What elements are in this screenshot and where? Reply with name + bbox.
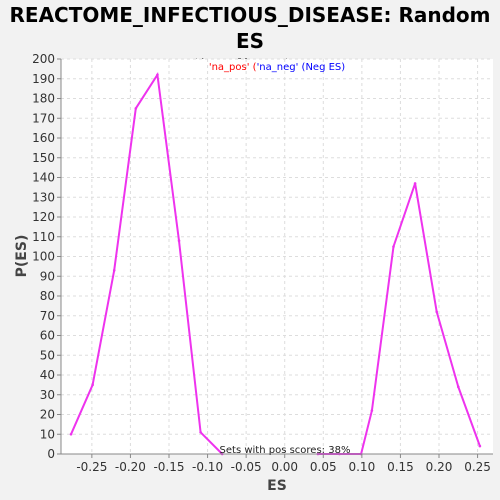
x-tick-label: -0.10: [192, 460, 223, 474]
y-tick-labels: 0 10 20 30 40 50 60 70 80 90 100 110 120 130 140 150 160…: [32, 52, 55, 461]
x-tick-label: 0.10: [348, 460, 375, 474]
x-tick-labels: -0.25 -0.20 -0.15 -0.10 -0.05 0.00 0.05 0.10 0.1…: [76, 460, 491, 474]
x-tick-label: -0.05: [231, 460, 262, 474]
y-tick-label: 20: [40, 408, 55, 422]
y-tick-label: 150: [32, 151, 55, 165]
data-point: [135, 107, 138, 110]
y-tick-label: 50: [40, 348, 55, 362]
legend-pos: 'na_pos': [209, 62, 250, 73]
y-tick-label: 120: [32, 210, 55, 224]
data-point: [457, 386, 460, 389]
y-tick-label: 10: [40, 427, 55, 441]
legend: 'na_pos' ('na_neg' (Neg ES): [209, 62, 345, 73]
y-tick-label: 100: [32, 250, 55, 264]
y-tick-label: 30: [40, 388, 55, 402]
data-point: [435, 311, 438, 314]
y-axis-label: P(ES): [14, 235, 30, 278]
x-tick-label: -0.20: [115, 460, 146, 474]
y-tick-label: 80: [40, 289, 55, 303]
pos-score-annotation: Sets with pos scores: 38%: [220, 445, 351, 456]
y-tick-label: 0: [47, 447, 55, 461]
x-tick-label: 0.05: [310, 460, 337, 474]
data-point: [156, 74, 159, 77]
y-tick-label: 60: [40, 329, 55, 343]
x-tick-label: -0.15: [153, 460, 184, 474]
data-point: [479, 445, 482, 448]
y-tick-label: 170: [32, 111, 55, 125]
data-point: [113, 269, 116, 272]
legend-neg: 'na_neg' (Neg ES): [257, 62, 346, 73]
y-tick-label: 90: [40, 269, 55, 283]
data-point: [199, 431, 202, 434]
y-tick-label: 200: [32, 52, 55, 66]
y-tick-label: 130: [32, 190, 55, 204]
data-point: [70, 433, 73, 436]
x-tick-label: 0.00: [271, 460, 298, 474]
y-tick-label: 180: [32, 92, 55, 106]
x-tick-label: -0.25: [76, 460, 107, 474]
data-point: [178, 239, 181, 242]
x-tick-label: 0.20: [426, 460, 453, 474]
data-point: [392, 245, 395, 248]
x-axis-label: ES: [267, 478, 287, 494]
data-point: [414, 182, 417, 185]
y-tick-label: 70: [40, 309, 55, 323]
legend-sep: (: [249, 62, 256, 73]
data-point: [371, 409, 374, 412]
y-tick-label: 160: [32, 131, 55, 145]
data-point: [91, 384, 94, 387]
y-tick-label: 190: [32, 72, 55, 86]
y-tick-label: 40: [40, 368, 55, 382]
y-tick-label: 110: [32, 230, 55, 244]
x-tick-label: 0.25: [464, 460, 491, 474]
x-tick-label: 0.15: [387, 460, 414, 474]
y-tick-label: 140: [32, 171, 55, 185]
